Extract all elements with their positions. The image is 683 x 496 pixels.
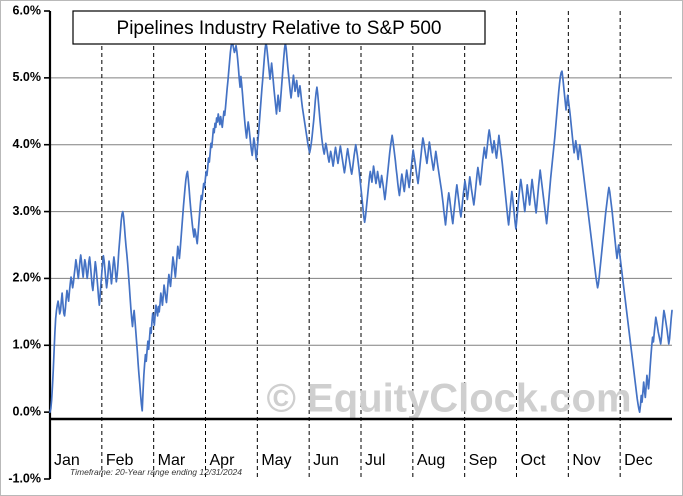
y-axis-tick-label: 5.0%	[13, 70, 42, 84]
x-axis-tick-label: Aug	[417, 452, 445, 469]
x-axis-tick-label: Apr	[210, 452, 236, 469]
x-axis-tick-label: Feb	[106, 452, 134, 469]
y-axis-tick-label: 6.0%	[13, 3, 42, 17]
y-axis-tick-label: 4.0%	[13, 137, 42, 151]
x-axis-tick-label: May	[261, 452, 291, 469]
chart-title-box	[72, 10, 486, 45]
chart-footnote: Timeframe: 20-Year range ending 12/31/20…	[70, 467, 242, 477]
y-axis-tick-label: 0.0%	[13, 404, 42, 418]
x-axis-tick-label: Oct	[521, 452, 546, 469]
y-axis-tick-label: 2.0%	[13, 271, 42, 285]
x-axis-tick-label: Nov	[572, 452, 600, 469]
x-axis-tick-label: Mar	[158, 452, 186, 469]
x-axis-tick-label: Jun	[313, 452, 339, 469]
data-series-line	[49, 42, 673, 413]
y-axis-tick-label: 1.0%	[13, 338, 42, 352]
month-divider-group	[101, 11, 621, 479]
chart-title: Pipelines Industry Relative to S&P 500	[117, 18, 442, 39]
y-axis-label-group: 6.0% 5.0% 4.0% 3.0% 2.0% 1.0% 0.0% -1.0%	[8, 3, 41, 485]
x-axis-tick-label: Jul	[365, 452, 385, 469]
x-axis-label-group: Jan Feb Mar Apr May Jun Jul Aug Sep Oct Nov Dec	[54, 452, 653, 469]
watermark-label: © EquityClock.com	[266, 377, 631, 421]
x-axis-tick-label: Jan	[54, 452, 80, 469]
y-axis-tick-label: 3.0%	[13, 204, 42, 218]
x-axis-tick-label: Sep	[469, 452, 498, 469]
y-axis-tick-label: -1.0%	[8, 471, 41, 485]
x-axis-tick-label: Dec	[624, 452, 652, 469]
